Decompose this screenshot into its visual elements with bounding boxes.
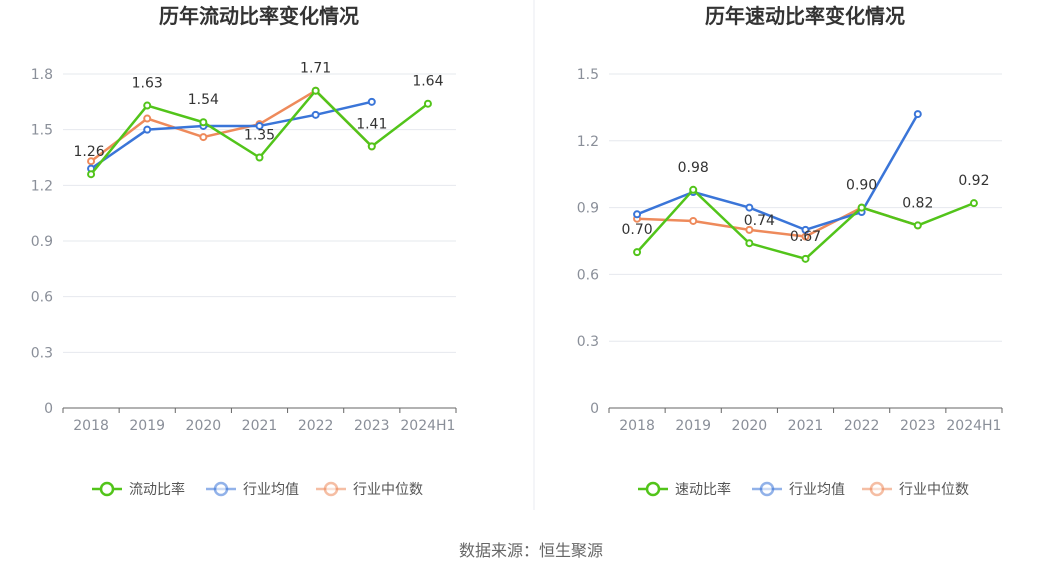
- x-tick-label: 2024H1: [400, 418, 455, 434]
- data-point: [969, 199, 978, 208]
- legend-label: 行业均值: [789, 482, 845, 498]
- x-tick-label: 2021: [788, 418, 824, 434]
- data-label: 1.41: [356, 116, 387, 132]
- data-point: [311, 86, 320, 95]
- y-tick-label: 0.9: [31, 234, 53, 250]
- legend-label: 流动比率: [129, 481, 185, 498]
- legend-label: 行业中位数: [899, 482, 969, 498]
- legend-swatch-marker: [869, 481, 885, 497]
- data-label: 1.64: [412, 74, 443, 90]
- data-label: 1.71: [300, 61, 331, 77]
- legend-item: 流动比率: [92, 481, 185, 498]
- data-label: 1.26: [73, 144, 104, 160]
- data-point: [199, 133, 208, 142]
- data-label: 0.92: [958, 173, 989, 189]
- legend-swatch-marker: [759, 481, 775, 497]
- data-point: [633, 210, 642, 219]
- x-tick-label: 2022: [298, 418, 334, 434]
- legend-item: 行业中位数: [862, 481, 969, 498]
- data-point: [745, 203, 754, 212]
- y-tick-label: 0: [590, 401, 599, 417]
- y-tick-label: 1.2: [577, 134, 599, 150]
- current-ratio-chart: 历年流动比率变化情况 0 0.3 0.6 0.9 1.2 1.5 1.8 2018 2019 202…: [31, 4, 457, 498]
- x-tick-label: 2018: [73, 418, 109, 434]
- data-label: 0.74: [744, 213, 775, 229]
- legend-label: 速动比率: [675, 481, 731, 498]
- x-tick-label: 2021: [242, 418, 278, 434]
- legend-label: 行业中位数: [353, 482, 423, 498]
- y-tick-label: 0.6: [577, 267, 599, 283]
- data-point: [689, 216, 698, 225]
- data-point: [689, 185, 698, 194]
- legend-swatch-marker: [99, 481, 115, 497]
- data-point: [801, 225, 810, 234]
- series-line-1: [90, 100, 373, 170]
- data-point: [745, 239, 754, 248]
- x-tick-label: 2020: [186, 418, 222, 434]
- data-point: [143, 114, 152, 123]
- data-source-note: 数据来源：恒生聚源: [459, 541, 603, 560]
- chart-title: 历年流动比率变化情况: [159, 4, 359, 28]
- legend-item: 行业均值: [206, 481, 299, 498]
- y-tick-label: 0.6: [31, 290, 53, 306]
- data-point: [367, 97, 376, 106]
- legend-item: 行业中位数: [316, 481, 423, 498]
- x-tick-label: 2019: [675, 418, 711, 434]
- data-label: 0.70: [621, 222, 652, 238]
- x-tick-label: 2018: [619, 418, 655, 434]
- data-label: 0.82: [902, 195, 933, 211]
- y-tick-label: 1.8: [31, 67, 53, 83]
- y-tick-label: 0.3: [577, 334, 599, 350]
- chart-title: 历年速动比率变化情况: [705, 4, 905, 28]
- y-tick-label: 1.2: [31, 178, 53, 194]
- y-tick-label: 0.3: [31, 345, 53, 361]
- data-label: 1.54: [188, 92, 219, 108]
- data-point: [745, 225, 754, 234]
- data-point: [633, 248, 642, 257]
- quick-ratio-chart: 历年速动比率变化情况 0 0.3 0.6 0.9 1.2 1.5 2018 2019 2020 20…: [577, 4, 1003, 498]
- data-point: [913, 110, 922, 119]
- data-label: 1.63: [132, 76, 163, 92]
- data-point: [367, 142, 376, 151]
- data-point: [255, 121, 264, 130]
- y-tick-label: 1.5: [577, 67, 599, 83]
- legend-swatch-marker: [645, 481, 661, 497]
- legend-label: 行业均值: [243, 482, 299, 498]
- data-point: [87, 170, 96, 179]
- data-point: [913, 221, 922, 230]
- data-point: [87, 157, 96, 166]
- x-tick-label: 2022: [844, 418, 880, 434]
- data-point: [423, 99, 432, 108]
- data-point: [143, 101, 152, 110]
- series-line-1: [636, 113, 919, 232]
- data-point: [199, 118, 208, 127]
- data-label: 1.35: [244, 128, 275, 144]
- legend-swatch-marker: [213, 481, 229, 497]
- data-label: 0.90: [846, 178, 877, 194]
- data-label: 0.67: [790, 229, 821, 245]
- x-tick-label: 2020: [732, 418, 768, 434]
- legend-item: 速动比率: [638, 481, 731, 498]
- y-tick-label: 0.9: [577, 201, 599, 217]
- y-tick-label: 1.5: [31, 123, 53, 139]
- data-point: [801, 254, 810, 263]
- x-tick-label: 2024H1: [946, 418, 1001, 434]
- data-point: [143, 125, 152, 134]
- x-tick-label: 2023: [354, 418, 390, 434]
- x-tick-label: 2019: [129, 418, 165, 434]
- data-point: [255, 153, 264, 162]
- data-label: 0.98: [678, 160, 709, 176]
- legend-swatch-marker: [323, 481, 339, 497]
- y-tick-label: 0: [44, 401, 53, 417]
- legend-item: 行业均值: [752, 481, 845, 498]
- x-tick-label: 2023: [900, 418, 936, 434]
- data-point: [857, 203, 866, 212]
- data-point: [311, 110, 320, 119]
